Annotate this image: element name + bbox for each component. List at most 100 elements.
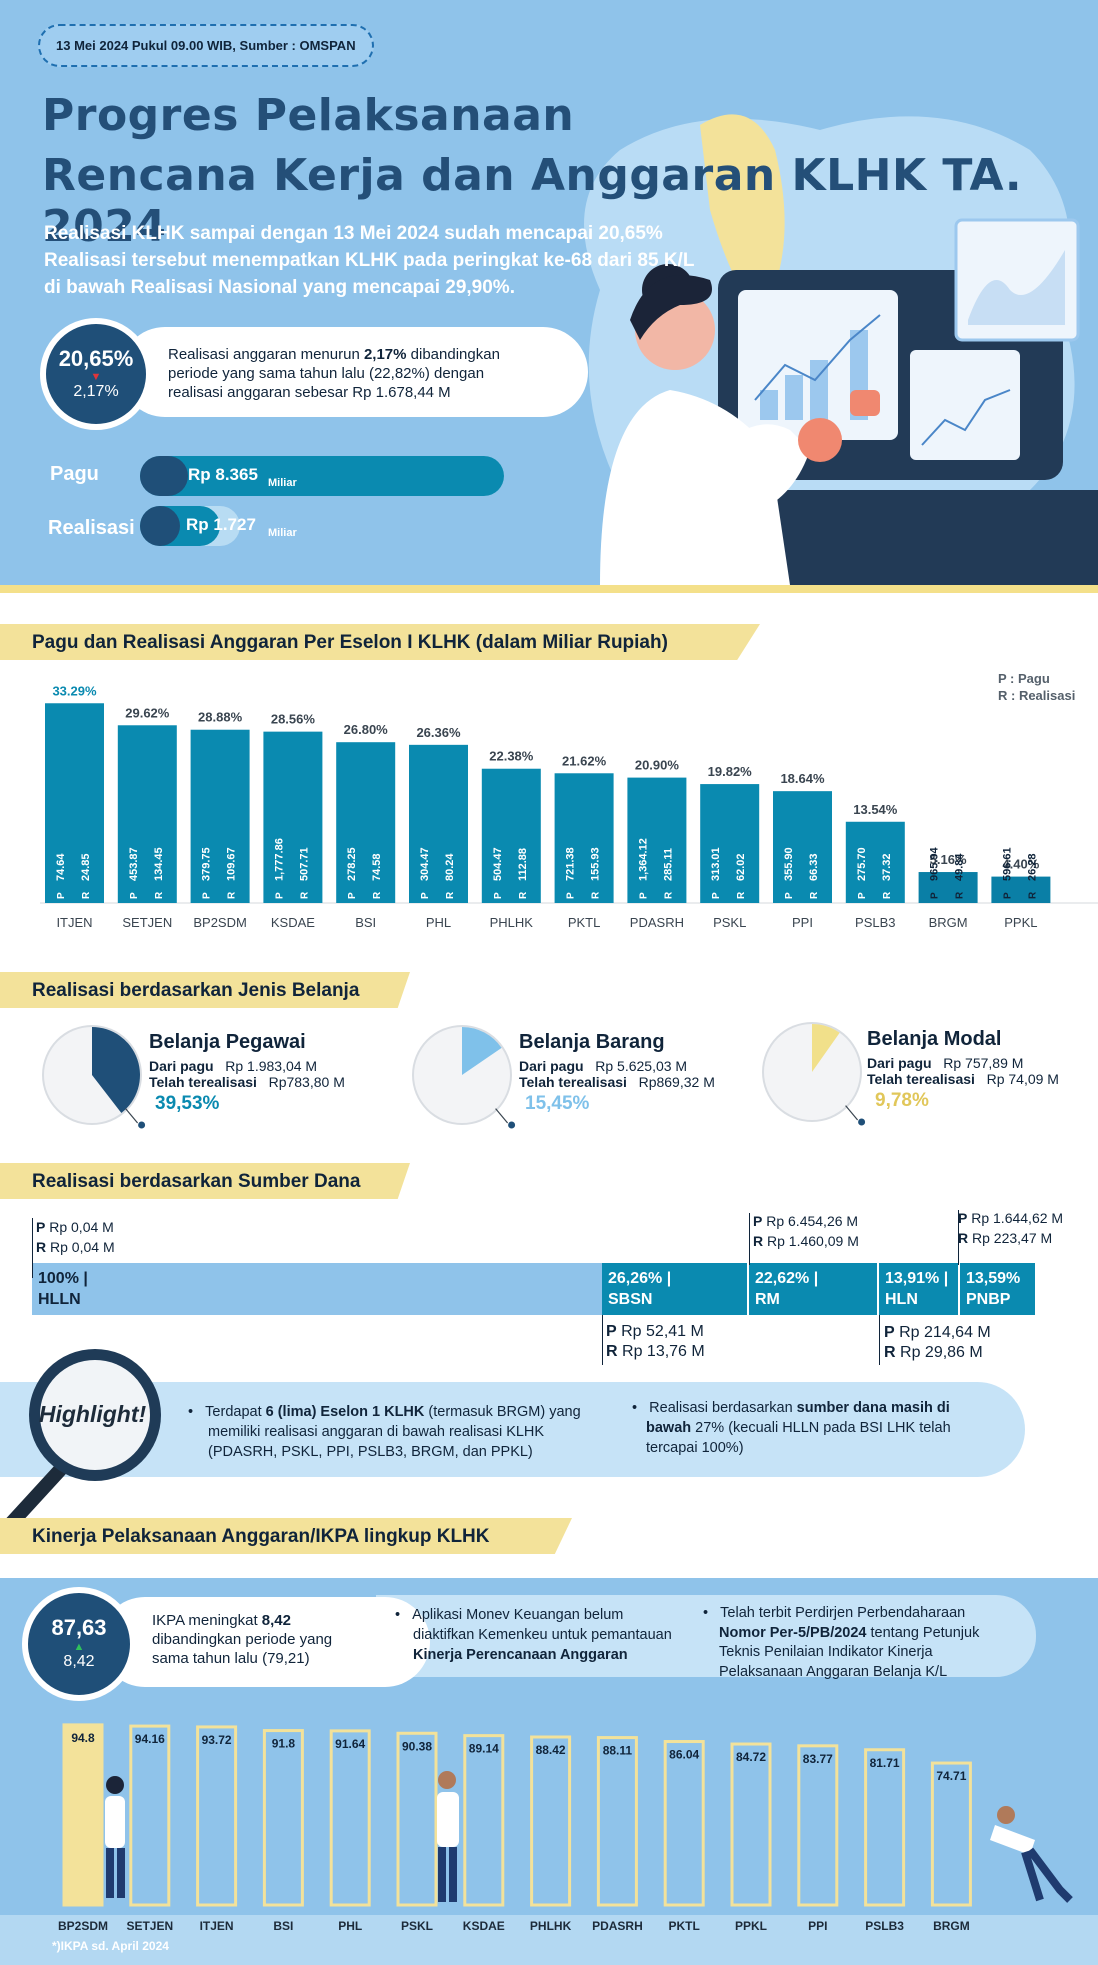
eselon-category-label: BSI <box>355 915 376 930</box>
eselon-realisasi-value: 62.02 <box>735 853 747 881</box>
ikpa-desc: IKPA meningkat 8,42 dibandingkan periode… <box>152 1612 333 1667</box>
realisasi-desc: Realisasi anggaran menurun 2,17% dibandi… <box>168 346 500 401</box>
ikpa-floor <box>0 1915 1098 1965</box>
ikpa-bar <box>329 1729 371 1907</box>
pie-realized-slice <box>92 1027 140 1113</box>
eselon-percent-label: 18.64% <box>780 771 825 786</box>
eselon-bar <box>45 703 104 903</box>
fund-note-hlln: P Rp 0,04 M R Rp 0,04 M <box>36 1219 115 1255</box>
fund-note-rm: P Rp 6.454,26 M R Rp 1.460,09 M <box>753 1213 859 1249</box>
section-title-ikpa: Kinerja Pelaksanaan Anggaran/IKPA lingku… <box>0 1518 572 1554</box>
eselon-pagu-value: 74.64 <box>55 853 67 881</box>
eselon-percent-label: 13.54% <box>853 802 898 817</box>
eselon-percent-label: 26.36% <box>416 725 461 740</box>
eselon-bar-chart: 33.29% ITJEN 74.64 24.85 P R 29.62% SETJEN 453.8… <box>40 683 1098 930</box>
section-title-sumber: Realisasi berdasarkan Sumber Dana <box>0 1163 410 1199</box>
ikpa-value-label: 94.16 <box>135 1732 165 1746</box>
eselon-p-marker: P <box>711 892 722 899</box>
fund-pointer-sbsn <box>602 1315 603 1365</box>
person-figures <box>105 1771 1073 1903</box>
ikpa-category-label: PPI <box>808 1919 827 1933</box>
ikpa-value-label: 91.8 <box>272 1737 296 1751</box>
eselon-category-label: PHLHK <box>490 915 534 930</box>
pagu-bar-track: Rp 8.365 Miliar <box>140 456 504 496</box>
eselon-pagu-value: 1,777.86 <box>273 838 285 881</box>
eselon-realisasi-value: 134.45 <box>153 847 165 881</box>
eselon-r-marker: R <box>154 891 165 899</box>
fund-note-sbsn: P Rp 52,41 M R Rp 13,76 M <box>606 1323 705 1360</box>
ikpa-bar <box>463 1734 505 1907</box>
belanja-percent: 9,78% <box>875 1090 929 1111</box>
eselon-realisasi-value: 155.93 <box>590 847 602 881</box>
belanja-pie-2 <box>762 1022 866 1126</box>
fund-pointer-rm <box>749 1213 750 1265</box>
analyst-illustration <box>584 114 1098 585</box>
eselon-percent-label: 28.88% <box>198 710 243 725</box>
belanja-pagu: Dari pagu Rp 757,89 M <box>867 1055 1024 1071</box>
pie-realized-slice <box>462 1027 502 1075</box>
eselon-p-marker: P <box>347 892 358 899</box>
ikpa-category-label: PHL <box>338 1919 362 1933</box>
eselon-r-marker: R <box>1027 891 1038 899</box>
ikpa-value-label: 84.72 <box>736 1750 766 1764</box>
eselon-category-label: PSLB3 <box>855 915 895 930</box>
belanja-title: Belanja Barang <box>519 1031 665 1053</box>
ikpa-value-label: 88.11 <box>603 1744 633 1758</box>
eselon-realisasi-value: 507.71 <box>298 847 310 881</box>
ikpa-value-label: 83.77 <box>803 1752 833 1766</box>
realisasi-bar-cap <box>140 506 180 546</box>
ikpa-bar <box>797 1744 839 1907</box>
ikpa-category-label: PPKL <box>735 1919 767 1933</box>
eselon-percent-label: 22.38% <box>489 749 534 764</box>
eselon-bar <box>700 784 760 903</box>
eselon-percent-label: 21.62% <box>562 753 607 768</box>
eselon-bar <box>409 744 468 903</box>
eselon-pagu-value: 313.01 <box>710 847 722 881</box>
eselon-p-marker: P <box>857 892 868 899</box>
eselon-pagu-value: 596.61 <box>1001 847 1013 881</box>
ikpa-desc-pill: IKPA meningkat 8,42 dibandingkan periode… <box>100 1597 430 1687</box>
belanja-pagu: Dari pagu Rp 5.625,03 M <box>519 1058 688 1074</box>
ikpa-bar <box>262 1729 304 1907</box>
hero-divider <box>0 585 1098 593</box>
eselon-r-marker: R <box>81 891 92 899</box>
eselon-r-marker: R <box>955 891 966 899</box>
subtitle-line2: Realisasi tersebut menempatkan KLHK pada… <box>44 250 695 271</box>
section-title-jenis: Realisasi berdasarkan Jenis Belanja <box>0 972 410 1008</box>
eselon-bar <box>773 791 832 903</box>
pagu-bar-fill <box>140 456 504 496</box>
legend-pagu: P : Pagu <box>998 671 1050 686</box>
page-title-line1: Progres Pelaksanaan <box>42 90 575 141</box>
subtitle-line3: di bawah Realisasi Nasional yang mencapa… <box>44 277 515 298</box>
ikpa-bullet-1: • Aplikasi Monev Keuangan belum diaktifk… <box>395 1607 672 1663</box>
ikpa-value-label: 89.14 <box>469 1742 499 1756</box>
hero-section: 13 Mei 2024 Pukul 09.00 WIB, Sumber : OM… <box>0 0 1098 585</box>
pagu-label: Pagu <box>50 463 99 485</box>
ikpa-kpi-value: 87,63 <box>51 1615 107 1640</box>
section-title-eselon: Pagu dan Realisasi Anggaran Per Eselon I… <box>0 624 760 660</box>
fund-pointer-hlln <box>32 1218 33 1278</box>
eselon-bar <box>481 768 541 903</box>
eselon-realisasi-value: 80.24 <box>444 853 456 881</box>
eselon-percent-label: 20.90% <box>635 758 680 773</box>
eselon-realisasi-value: 26.28 <box>1026 853 1038 881</box>
realisasi-unit: Miliar <box>268 527 297 539</box>
fund-bar-pnbp: 13,59% PNBP <box>960 1263 1035 1315</box>
belanja-info-1: Belanja Barang Dari pagu Rp 5.625,03 M Tel… <box>519 1031 715 1115</box>
ikpa-category-label: BP2SDM <box>58 1919 108 1933</box>
eselon-realisasi-value: 37.32 <box>881 853 893 881</box>
ikpa-bar <box>663 1740 705 1907</box>
eselon-r-marker: R <box>227 891 238 899</box>
ikpa-bar <box>730 1742 772 1907</box>
ikpa-category-label: PDASRH <box>592 1919 643 1933</box>
ikpa-bar <box>396 1731 438 1907</box>
belanja-realisasi: Telah terealisasi Rp 74,09 M <box>867 1071 1059 1087</box>
eselon-bar <box>117 725 177 903</box>
eselon-pagu-value: 504.47 <box>492 847 504 881</box>
eselon-percent-label: 19.82% <box>708 764 753 779</box>
realisasi-label: Realisasi <box>48 517 135 539</box>
eselon-bar <box>991 876 1051 903</box>
ikpa-value-label: 81.71 <box>870 1756 900 1770</box>
ikpa-category-label: PSLB3 <box>865 1919 904 1933</box>
realisasi-kpi-change: 2,17% <box>73 383 119 400</box>
